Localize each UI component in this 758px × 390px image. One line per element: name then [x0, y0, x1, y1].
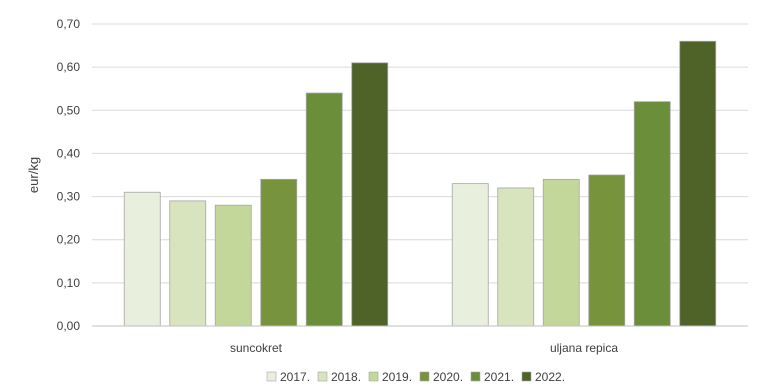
legend-swatch	[470, 371, 481, 382]
bar	[305, 92, 343, 327]
y-tick-labels: 0,00 0,10 0,20 0,30 0,40 0,50 0,60 0,70	[57, 17, 81, 333]
bar	[542, 178, 580, 327]
legend-label: 2018.	[331, 370, 361, 384]
y-tick-label: 0,10	[57, 276, 81, 290]
bars	[123, 40, 717, 327]
legend-label: 2019.	[382, 370, 412, 384]
bar	[123, 191, 161, 327]
legend-swatch	[368, 371, 379, 382]
legend-swatch	[317, 371, 328, 382]
legend-label: 2022.	[535, 370, 565, 384]
y-tick-label: 0,40	[57, 146, 81, 160]
legend-swatch	[266, 371, 277, 382]
x-tick-label: suncokret	[230, 341, 283, 355]
y-tick-label: 0,20	[57, 233, 81, 247]
legend-label: 2020.	[433, 370, 463, 384]
legend-label: 2021.	[484, 370, 514, 384]
x-tick-label: uljana repica	[550, 341, 618, 355]
y-tick-label: 0,00	[57, 319, 81, 333]
y-tick-label: 0,30	[57, 190, 81, 204]
y-tick-label: 0,60	[57, 60, 81, 74]
bar	[169, 200, 207, 327]
bar	[588, 174, 626, 327]
bar	[633, 101, 671, 327]
y-tick-label: 0,50	[57, 103, 81, 117]
bar	[497, 187, 535, 327]
bar	[214, 204, 252, 327]
legend-swatch	[521, 371, 532, 382]
legend: 2017. 2018. 2019. 2020. 2021. 2022.	[266, 370, 565, 384]
legend-label: 2017.	[280, 370, 310, 384]
bar	[351, 62, 389, 327]
bar	[679, 40, 717, 327]
bar	[260, 178, 298, 327]
legend-swatch	[419, 371, 430, 382]
x-tick-labels: suncokret uljana repica	[230, 341, 618, 355]
bar	[451, 183, 489, 327]
y-tick-label: 0,70	[57, 17, 81, 31]
y-axis-label: eur/kg	[26, 157, 41, 193]
